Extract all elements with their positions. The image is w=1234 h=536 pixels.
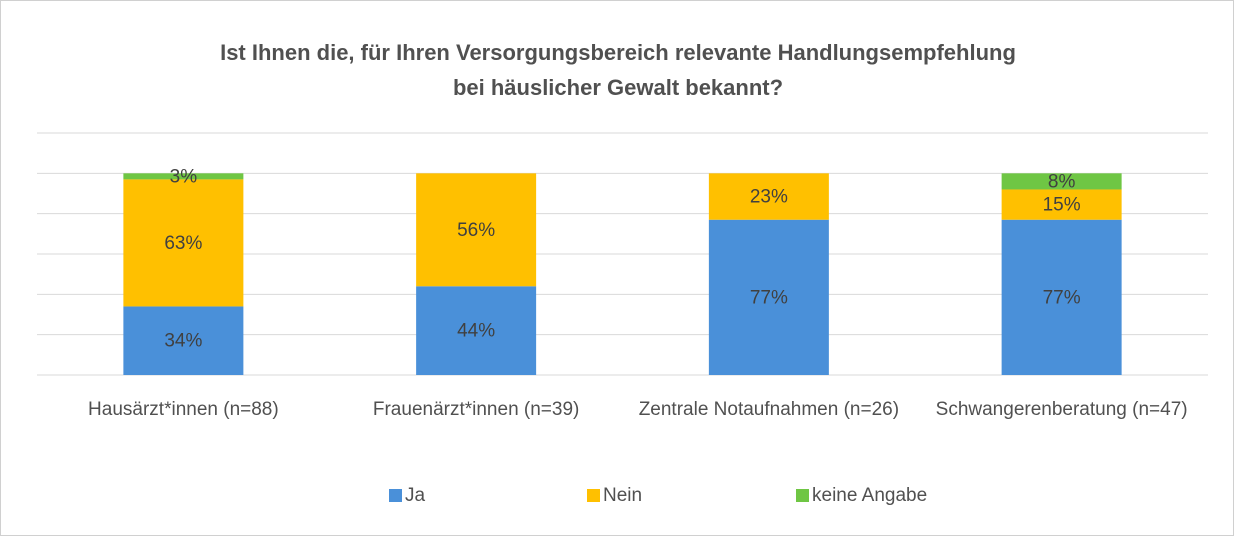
- bar-segment: [1001, 173, 1122, 190]
- x-tick-label: Schwangerenberatung (n=47): [935, 399, 1188, 420]
- legend-swatch: [587, 489, 600, 502]
- bar-segment: [123, 179, 244, 307]
- data-label: 77%: [1043, 287, 1081, 308]
- data-label: 56%: [457, 220, 495, 241]
- bar-segment: [1001, 219, 1122, 375]
- data-label: 77%: [750, 287, 788, 308]
- bar-segment: [1001, 189, 1122, 220]
- data-label: 23%: [750, 187, 788, 208]
- legend-label: Ja: [405, 485, 426, 506]
- data-label: 8%: [1048, 171, 1076, 192]
- data-label: 44%: [457, 321, 495, 342]
- legend-swatch: [389, 489, 402, 502]
- bar-segment: [416, 286, 537, 375]
- data-label: 34%: [164, 331, 202, 352]
- data-label: 3%: [170, 166, 198, 187]
- legend-label: keine Angabe: [812, 485, 928, 506]
- data-label: 63%: [164, 233, 202, 254]
- bar-segment: [416, 173, 537, 287]
- chart-title: Ist Ihnen die, für Ihren Versorgungsbere…: [220, 40, 1016, 100]
- legend-label: Nein: [603, 485, 643, 506]
- x-tick-label: Frauenärzt*innen (n=39): [372, 399, 580, 420]
- data-label: 15%: [1043, 195, 1081, 216]
- legend-swatch: [796, 489, 809, 502]
- x-tick-label: Hausärzt*innen (n=88): [88, 399, 279, 420]
- x-tick-label: Zentrale Notaufnahmen (n=26): [638, 399, 900, 420]
- bar-segment: [708, 173, 829, 220]
- bar-segment: [123, 173, 244, 180]
- bar-segment: [123, 306, 244, 375]
- bar-segment: [708, 219, 829, 375]
